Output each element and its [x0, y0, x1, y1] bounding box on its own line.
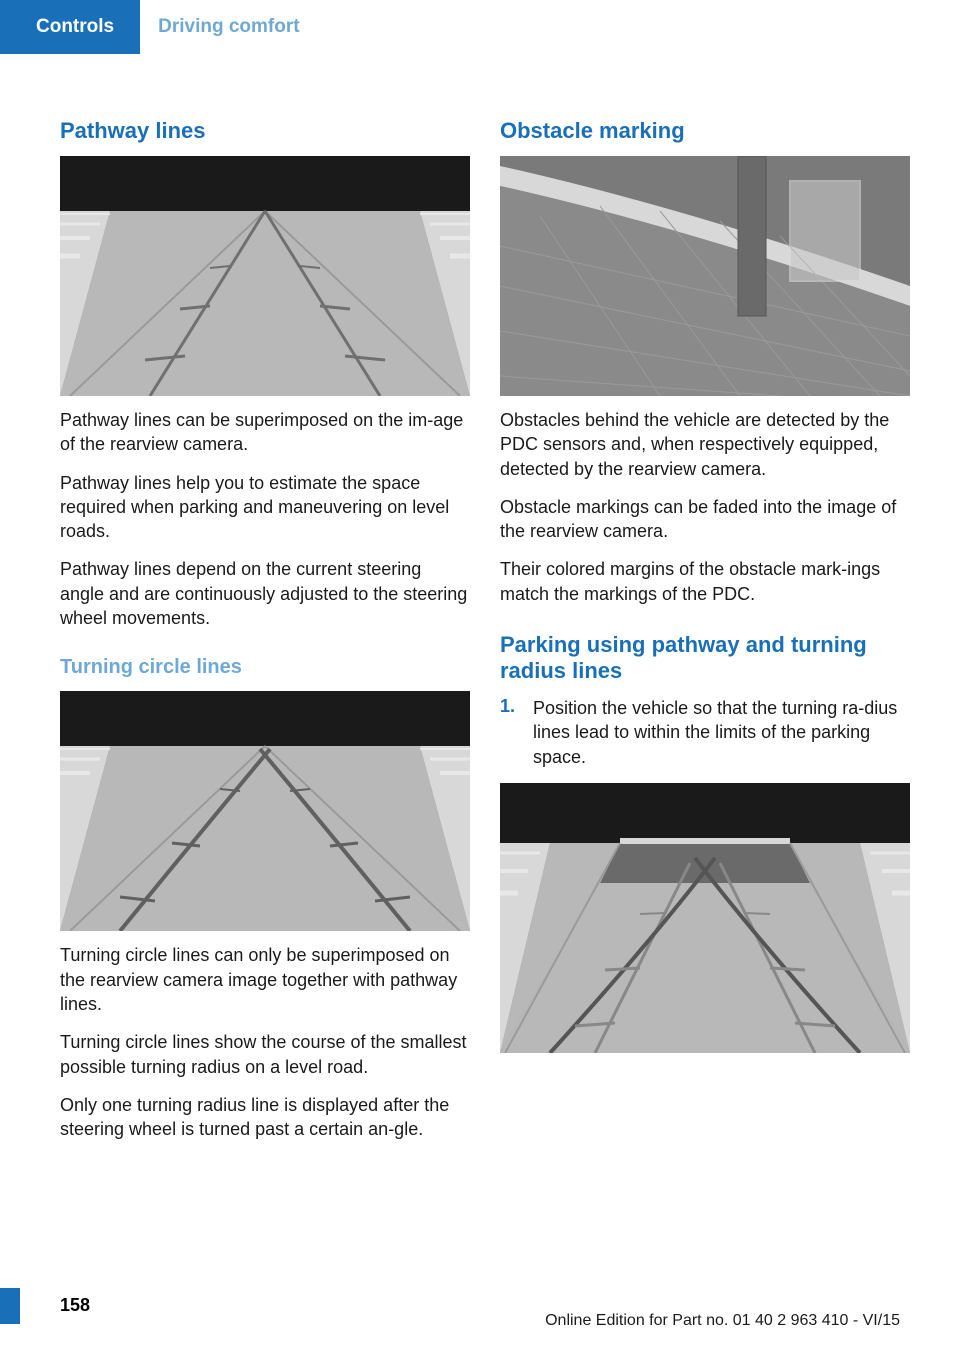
header-chapter: Controls [36, 2, 126, 52]
pathway-p2: Pathway lines help you to estimate the s… [60, 471, 470, 544]
turning-p1: Turning circle lines can only be superim… [60, 943, 470, 1016]
figure-pathway-lines [60, 156, 470, 396]
header-section: Driving comfort [158, 16, 299, 38]
obstacle-p1: Obstacles behind the vehicle are detecte… [500, 408, 910, 481]
page-header: Controls Driving comfort [0, 0, 960, 54]
step-1-number: 1. [500, 696, 515, 769]
obstacle-p2: Obstacle markings can be faded into the … [500, 495, 910, 544]
right-column: Obstacle marking [500, 118, 910, 1155]
heading-parking-using: Parking using pathway and turning radius… [500, 632, 910, 684]
obstacle-p3: Their colored margins of the obstacle ma… [500, 557, 910, 606]
figure-parking-bay [500, 783, 910, 1053]
header-chapter-badge: Controls [0, 0, 140, 54]
turning-p3: Only one turning radius line is displaye… [60, 1093, 470, 1142]
turning-p2: Turning circle lines show the course of … [60, 1030, 470, 1079]
step-1-text: Position the vehicle so that the turning… [533, 696, 910, 769]
step-1: 1. Position the vehicle so that the turn… [500, 696, 910, 769]
figure-turning-circle [60, 691, 470, 931]
page-edge-marker [0, 1288, 20, 1324]
left-column: Pathway lines [60, 118, 470, 1155]
edition-line: Online Edition for Part no. 01 40 2 963 … [545, 1312, 900, 1330]
heading-pathway-lines: Pathway lines [60, 118, 470, 144]
page-number: 158 [60, 1295, 90, 1316]
pathway-p3: Pathway lines depend on the current stee… [60, 557, 470, 630]
heading-obstacle-marking: Obstacle marking [500, 118, 910, 144]
pathway-p1: Pathway lines can be superimposed on the… [60, 408, 470, 457]
heading-turning-circle: Turning circle lines [60, 656, 470, 679]
content-area: Pathway lines [60, 118, 910, 1155]
figure-obstacle-marking [500, 156, 910, 396]
